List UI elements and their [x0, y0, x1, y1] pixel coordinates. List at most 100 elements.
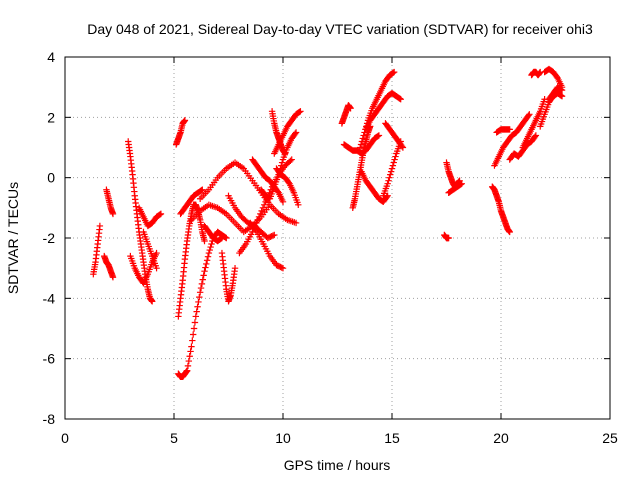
series-s2 — [101, 252, 117, 281]
data-point — [390, 68, 398, 76]
data-point — [356, 147, 363, 154]
data-point — [189, 331, 197, 338]
series-s8 — [172, 117, 189, 148]
data-point — [259, 204, 267, 212]
x-tick-label: 0 — [61, 430, 69, 446]
x-tick-label: 10 — [275, 430, 291, 446]
data-point — [200, 272, 207, 279]
data-point — [359, 135, 366, 142]
data-point — [525, 112, 532, 119]
data-point — [188, 343, 195, 350]
data-point — [506, 126, 513, 133]
series-s4 — [125, 138, 156, 305]
data-point — [278, 162, 285, 169]
series-s7 — [140, 228, 160, 272]
plot-frame — [64, 56, 611, 420]
data-point — [399, 144, 407, 151]
data-point — [531, 133, 539, 140]
data-point — [532, 132, 540, 139]
data-point — [218, 234, 226, 242]
data-point — [375, 132, 383, 139]
y-tick-label: -2 — [43, 230, 56, 246]
y-tick-label: 0 — [47, 170, 55, 186]
data-point — [297, 108, 304, 115]
chart-title: Day 048 of 2021, Sidereal Day-to-day VTE… — [87, 21, 593, 37]
y-tick-label: -4 — [43, 290, 56, 306]
data-point — [386, 174, 393, 181]
data-point — [292, 130, 299, 137]
series-s10 — [177, 186, 206, 218]
x-axis-label: GPS time / hours — [284, 457, 391, 473]
data-point — [153, 264, 160, 272]
data-point — [271, 231, 278, 239]
data-point — [356, 144, 364, 151]
series-s20 — [249, 156, 287, 205]
data-point — [205, 249, 213, 257]
data-point — [201, 237, 208, 245]
data-point — [390, 69, 397, 76]
data-point — [196, 293, 203, 301]
data-point — [391, 156, 398, 163]
data-point — [222, 234, 229, 241]
data-point — [279, 264, 287, 272]
data-point — [347, 105, 354, 112]
data-point — [197, 284, 205, 292]
data-point — [181, 117, 189, 124]
series-s6 — [135, 204, 165, 230]
data-point — [287, 157, 294, 164]
series-s23 — [271, 108, 304, 157]
data-point — [206, 246, 213, 254]
series-s11 — [175, 367, 191, 380]
data-point — [198, 187, 205, 194]
data-point — [388, 165, 396, 172]
series-s1 — [90, 222, 104, 278]
data-point — [295, 201, 302, 209]
data-points — [90, 65, 566, 380]
data-point — [204, 253, 212, 260]
data-point — [258, 207, 265, 215]
data-point — [186, 353, 193, 360]
data-point — [199, 186, 206, 193]
axis-ticks: 0 5 10 15 20 25 -8 -6 -4 -2 0 2 4 — [43, 49, 618, 446]
data-point — [292, 129, 300, 136]
data-point — [193, 308, 200, 315]
data-point — [288, 156, 295, 163]
data-point — [261, 201, 268, 209]
series-s31 — [380, 138, 404, 199]
data-point — [387, 171, 394, 178]
data-point — [192, 313, 199, 320]
data-point — [296, 108, 303, 116]
data-point — [557, 86, 565, 93]
series-s38 — [493, 126, 513, 136]
data-point — [157, 210, 165, 218]
data-point — [191, 319, 199, 326]
series-s16 — [218, 249, 239, 305]
data-point — [149, 298, 156, 305]
data-point — [292, 219, 300, 227]
data-point — [109, 210, 117, 218]
series-s40 — [519, 96, 548, 151]
data-point — [255, 213, 263, 221]
x-tick-label: 15 — [384, 430, 400, 446]
data-point — [445, 234, 452, 242]
data-point — [207, 243, 214, 251]
y-tick-label: 4 — [47, 49, 55, 65]
x-tick-label: 20 — [493, 430, 509, 446]
series-s33 — [441, 231, 452, 242]
data-point — [390, 159, 397, 166]
data-point — [387, 168, 395, 175]
data-point — [457, 181, 465, 188]
data-point — [526, 111, 533, 118]
data-point — [506, 228, 513, 236]
data-point — [557, 92, 565, 99]
series-s24 — [273, 165, 302, 209]
data-point — [558, 93, 566, 100]
series-s44 — [545, 83, 566, 103]
data-point — [358, 138, 366, 145]
series-s19 — [247, 219, 287, 272]
series-s30 — [358, 168, 391, 205]
data-point — [279, 198, 287, 205]
data-point — [189, 337, 196, 344]
data-point — [278, 159, 286, 166]
